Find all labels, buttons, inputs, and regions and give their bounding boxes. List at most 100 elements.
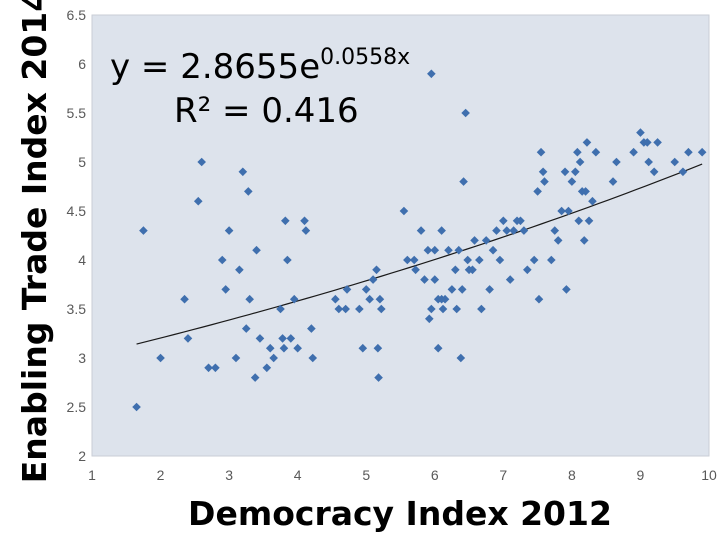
x-tick-label: 1	[88, 467, 96, 483]
data-point	[608, 177, 618, 186]
data-point	[459, 177, 468, 186]
data-point	[262, 363, 272, 373]
data-point	[509, 226, 518, 235]
data-point	[301, 226, 311, 235]
data-point	[300, 216, 309, 226]
data-point	[697, 147, 707, 157]
data-point	[567, 177, 577, 186]
data-point	[361, 285, 371, 294]
plot-area	[91, 14, 710, 457]
data-point	[454, 245, 464, 255]
x-tick-label: 5	[362, 467, 370, 483]
data-point	[373, 343, 383, 353]
data-point	[573, 147, 582, 157]
data-point	[678, 167, 688, 177]
data-point	[560, 167, 570, 177]
data-point	[684, 147, 693, 157]
data-point	[477, 304, 486, 314]
y-tick-label: 2	[78, 448, 86, 464]
data-point	[649, 167, 659, 177]
y-tick-label: 6.5	[67, 7, 87, 23]
data-point	[581, 187, 590, 196]
y-tick-labels: 2 2.5 3 3.5 4 4.5 5 5.5 6 6.5	[67, 7, 87, 464]
data-point	[403, 255, 412, 265]
x-tick-label: 8	[568, 467, 576, 483]
data-point	[470, 236, 479, 245]
x-tick-label: 6	[431, 467, 439, 483]
y-tick-label: 4.5	[67, 203, 87, 219]
data-point	[533, 187, 542, 196]
data-point	[492, 226, 501, 235]
data-point	[579, 236, 589, 245]
data-point	[252, 245, 261, 255]
data-point	[224, 226, 234, 235]
data-point	[244, 187, 253, 196]
data-point	[636, 128, 645, 137]
data-points	[132, 69, 707, 412]
data-point	[540, 177, 549, 186]
data-point	[132, 402, 141, 412]
data-point	[571, 167, 580, 177]
data-point	[279, 343, 289, 353]
data-point	[420, 275, 429, 284]
y-tick-label: 5	[78, 154, 86, 170]
data-point	[308, 353, 318, 363]
data-point	[193, 196, 203, 206]
data-point	[411, 265, 420, 275]
data-point	[139, 226, 148, 235]
data-point	[424, 314, 434, 324]
data-point	[427, 304, 436, 314]
data-point	[183, 334, 193, 343]
data-point	[423, 245, 433, 255]
data-point	[416, 226, 426, 235]
data-point	[433, 343, 443, 353]
data-point	[231, 353, 241, 363]
y-tick-label: 3.5	[67, 301, 87, 317]
data-point	[499, 216, 508, 226]
data-point	[505, 275, 515, 284]
data-point	[582, 138, 592, 147]
data-point	[452, 304, 462, 314]
data-point	[427, 69, 436, 79]
data-point	[574, 216, 584, 226]
x-tick-label: 9	[637, 467, 645, 483]
data-point	[644, 157, 653, 167]
data-point	[276, 304, 285, 314]
data-point	[463, 255, 472, 265]
data-point	[584, 216, 594, 226]
y-tick-label: 5.5	[67, 105, 87, 121]
x-tick-labels: 1 2 3 4 5 6 7 8 9 10	[88, 467, 717, 483]
data-point	[444, 245, 453, 255]
data-point	[245, 294, 254, 304]
data-point	[255, 334, 265, 343]
y-tick-label: 4	[78, 252, 86, 268]
data-point	[457, 285, 467, 294]
data-point	[286, 334, 296, 343]
data-point	[516, 216, 525, 226]
data-point	[447, 285, 457, 294]
data-point	[409, 255, 419, 265]
data-point	[372, 265, 381, 275]
data-point	[547, 255, 556, 265]
y-tick-label: 2.5	[67, 399, 87, 415]
data-point	[612, 157, 621, 167]
data-point	[374, 373, 383, 382]
data-point	[235, 265, 244, 275]
data-point	[461, 108, 470, 118]
equation-exponent: 0.0558x	[320, 45, 410, 70]
x-tick-label: 4	[294, 467, 302, 483]
data-point	[523, 265, 532, 275]
data-point	[564, 206, 573, 216]
data-point	[536, 147, 546, 157]
data-point	[368, 275, 378, 284]
data-point	[643, 138, 652, 147]
data-point	[519, 226, 529, 235]
data-point	[289, 294, 299, 304]
data-point	[293, 343, 302, 353]
data-point	[529, 255, 539, 265]
y-axis-title: Enabling Trade Index 2014	[15, 0, 54, 483]
data-point	[670, 157, 680, 167]
trendline-equation: y = 2.8655e0.0558x	[110, 45, 410, 87]
data-point	[307, 324, 316, 333]
data-point	[553, 236, 563, 245]
